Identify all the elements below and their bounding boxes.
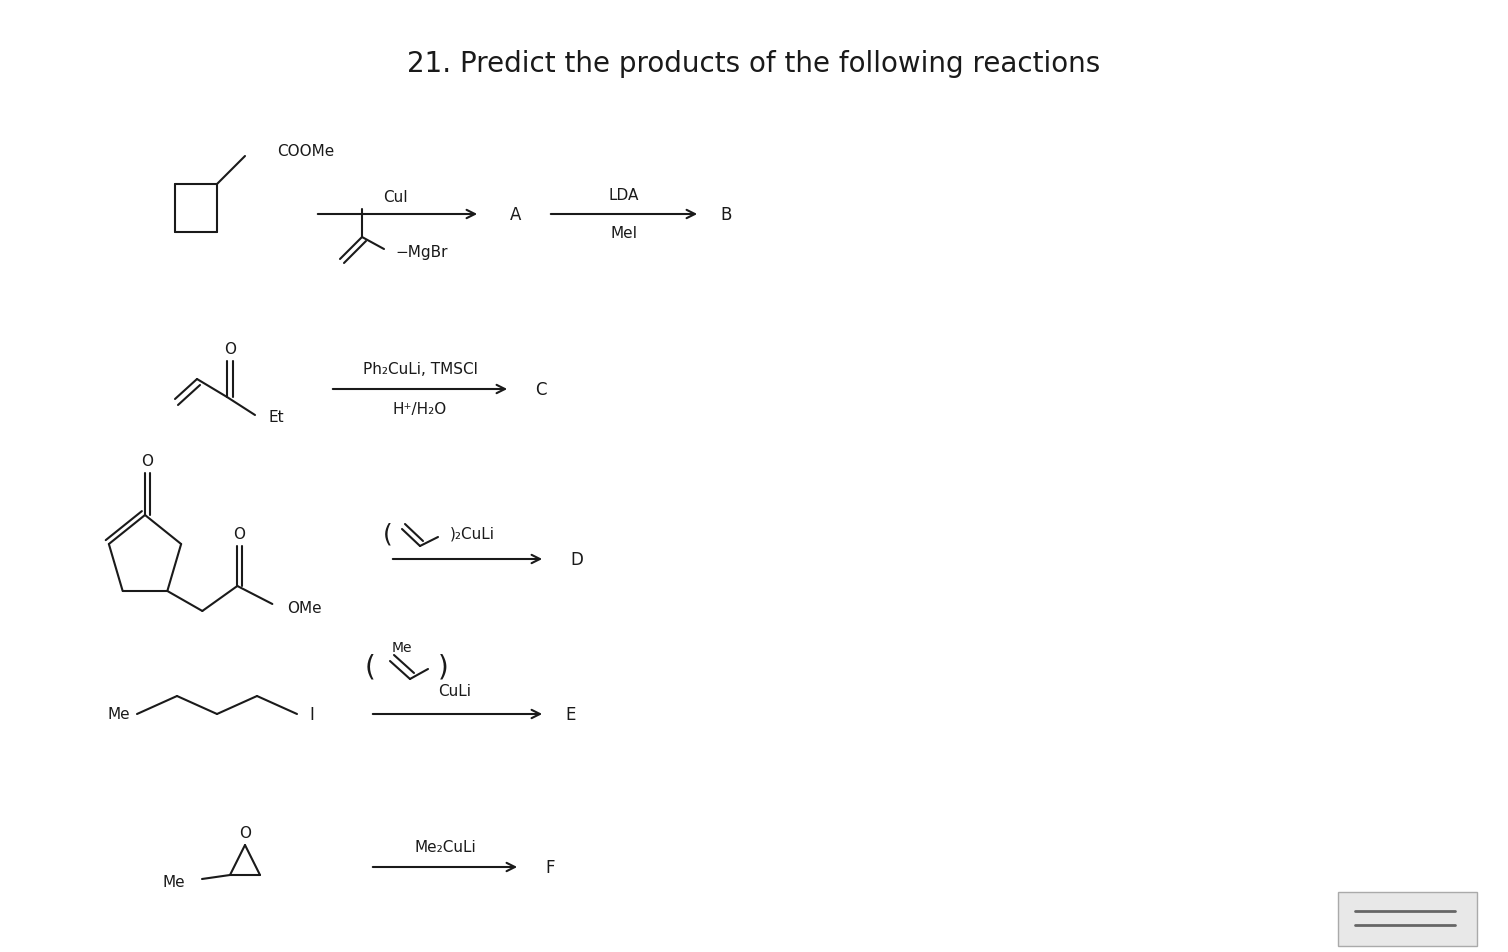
Text: )₂CuLi: )₂CuLi <box>449 526 495 541</box>
Text: OMe: OMe <box>288 601 323 616</box>
Text: D: D <box>570 550 584 568</box>
Text: Me₂CuLi: Me₂CuLi <box>415 840 477 855</box>
Text: 21. Predict the products of the following reactions: 21. Predict the products of the followin… <box>407 50 1101 78</box>
Text: F: F <box>544 858 555 876</box>
Text: B: B <box>719 206 731 224</box>
Text: Ph₂CuLi, TMSCl: Ph₂CuLi, TMSCl <box>362 362 478 377</box>
Text: −MgBr: −MgBr <box>395 245 448 259</box>
Text: LDA: LDA <box>609 188 639 204</box>
Text: A: A <box>510 206 522 224</box>
Text: CuI: CuI <box>383 190 407 206</box>
Text: O: O <box>225 342 235 357</box>
Text: O: O <box>142 454 152 469</box>
Text: (: ( <box>365 653 375 682</box>
Text: H⁺/H₂O: H⁺/H₂O <box>394 402 448 417</box>
Text: I: I <box>309 705 314 724</box>
Text: CuLi: CuLi <box>437 684 470 699</box>
Text: Me: Me <box>107 706 130 722</box>
Text: C: C <box>535 381 546 399</box>
Text: Et: Et <box>268 410 284 425</box>
Text: O: O <box>234 526 246 542</box>
FancyBboxPatch shape <box>1338 892 1476 946</box>
Text: (: ( <box>383 523 394 546</box>
Text: Me: Me <box>392 641 413 654</box>
Text: E: E <box>566 705 576 724</box>
Text: ): ) <box>437 653 449 682</box>
Text: MeI: MeI <box>611 227 638 241</box>
Text: Me: Me <box>163 875 185 889</box>
Text: COOMe: COOMe <box>277 145 335 159</box>
Text: O: O <box>238 825 250 841</box>
